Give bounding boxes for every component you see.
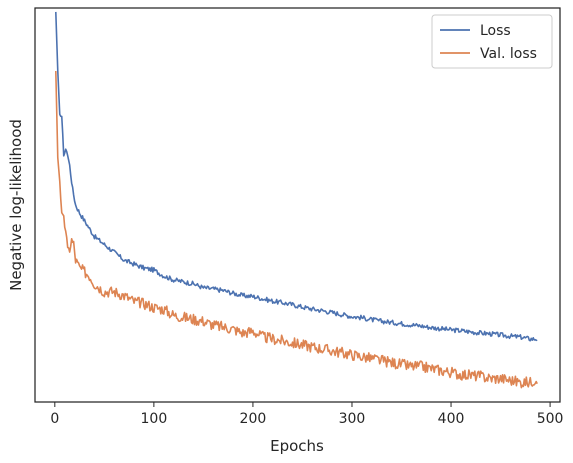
legend: Loss Val. loss (431, 14, 553, 69)
plot-area (35, 8, 560, 402)
y-axis-label: Negative log-likelihood (7, 119, 25, 291)
legend-label-val-loss: Val. loss (480, 46, 537, 62)
x-tick-label: 200 (240, 411, 267, 427)
x-tick-label: 0 (50, 411, 59, 427)
series-line-loss (55, 11, 538, 342)
legend-box (431, 14, 553, 69)
legend-label-loss: Loss (480, 23, 511, 39)
series-line-val-loss (55, 71, 538, 389)
x-tick-label: 500 (537, 411, 564, 427)
x-axis-ticks: 0 100 200 300 400 500 (50, 402, 563, 427)
plot-frame (34, 7, 561, 403)
x-tick-label: 100 (141, 411, 168, 427)
x-axis-label: Epochs (270, 437, 324, 455)
series-layer (55, 11, 538, 389)
x-tick-label: 300 (339, 411, 366, 427)
x-tick-label: 400 (438, 411, 465, 427)
